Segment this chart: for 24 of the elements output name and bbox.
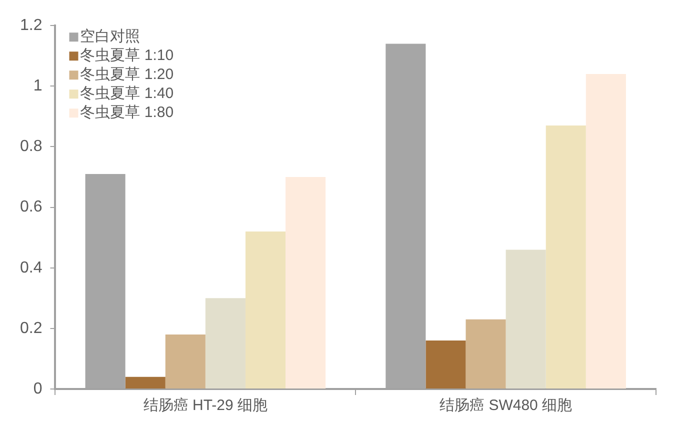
x-tick-label: 结肠癌 SW480 细胞 (440, 397, 572, 414)
x-tick-label: 结肠癌 HT-29 细胞 (143, 397, 268, 414)
legend-label: 冬虫夏草 1:40 (80, 85, 174, 102)
bar (586, 74, 626, 388)
bar (426, 340, 466, 388)
bar (546, 126, 586, 388)
bar (125, 376, 166, 388)
y-tick-label: 1.2 (20, 17, 42, 34)
y-tick-label: 1 (33, 78, 42, 95)
y-tick-label: 0 (33, 380, 42, 398)
legend-label: 空白对照 (80, 28, 140, 46)
y-tick-label: 0.8 (20, 138, 42, 156)
bar (466, 319, 506, 388)
y-tick-label: 0.2 (20, 320, 42, 337)
bar (165, 334, 206, 388)
bar (205, 298, 246, 388)
bar (245, 232, 286, 388)
legend-label: 冬虫夏草 1:80 (80, 104, 174, 122)
bar (506, 250, 546, 388)
y-tick-label: 0.4 (20, 259, 42, 276)
legend-label: 冬虫夏草 1:10 (80, 47, 174, 64)
y-tick-label: 0.6 (20, 198, 42, 216)
bar (286, 177, 326, 388)
legend-label: 冬虫夏草 1:20 (80, 66, 174, 84)
